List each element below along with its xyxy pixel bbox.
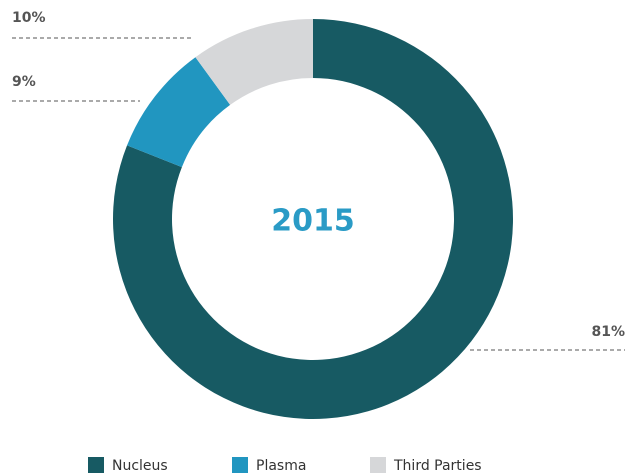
value-label: 81%: [591, 324, 625, 340]
legend-label: Nucleus: [112, 458, 168, 474]
legend-label: Plasma: [256, 458, 306, 474]
donut-slice: [127, 57, 231, 168]
legend-swatch: [232, 457, 248, 473]
value-label: 9%: [12, 74, 36, 90]
donut-slice: [113, 19, 514, 419]
donut-slice: [195, 19, 313, 105]
center-label: 2015: [271, 204, 355, 239]
legend-label: Third Parties: [393, 458, 482, 474]
value-label: 10%: [12, 10, 46, 26]
legend-swatch: [88, 457, 104, 473]
legend-swatch: [370, 457, 386, 473]
